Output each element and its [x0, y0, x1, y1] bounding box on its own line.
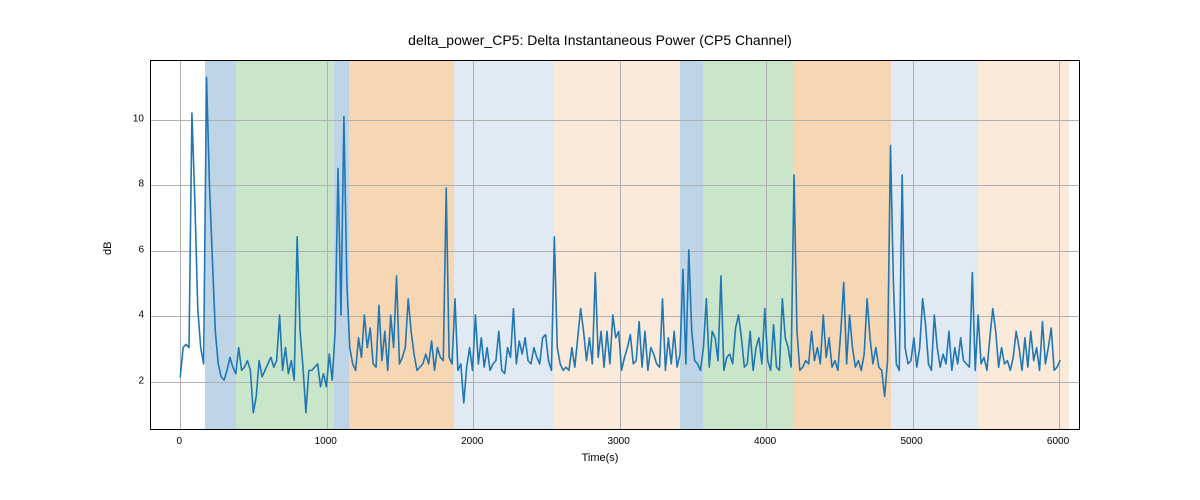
chart-title: delta_power_CP5: Delta Instantaneous Pow…: [0, 32, 1200, 48]
x-tick-label: 1000: [315, 436, 337, 447]
x-tick-label: 3000: [608, 436, 630, 447]
plot-area: [150, 60, 1080, 430]
x-tick-label: 2000: [461, 436, 483, 447]
y-tick-label: 10: [120, 113, 144, 124]
y-tick-label: 4: [120, 310, 144, 321]
y-tick-label: 6: [120, 244, 144, 255]
y-tick-label: 2: [120, 375, 144, 386]
x-tick-label: 5000: [900, 436, 922, 447]
series-line: [180, 77, 1060, 412]
x-tick-label: 0: [177, 436, 183, 447]
y-tick-label: 8: [120, 179, 144, 190]
figure: delta_power_CP5: Delta Instantaneous Pow…: [0, 0, 1200, 500]
line-layer: [151, 61, 1079, 429]
y-axis-label: dB: [102, 242, 114, 255]
x-axis-label: Time(s): [0, 452, 1200, 464]
x-tick-label: 6000: [1047, 436, 1069, 447]
x-tick-label: 4000: [754, 436, 776, 447]
